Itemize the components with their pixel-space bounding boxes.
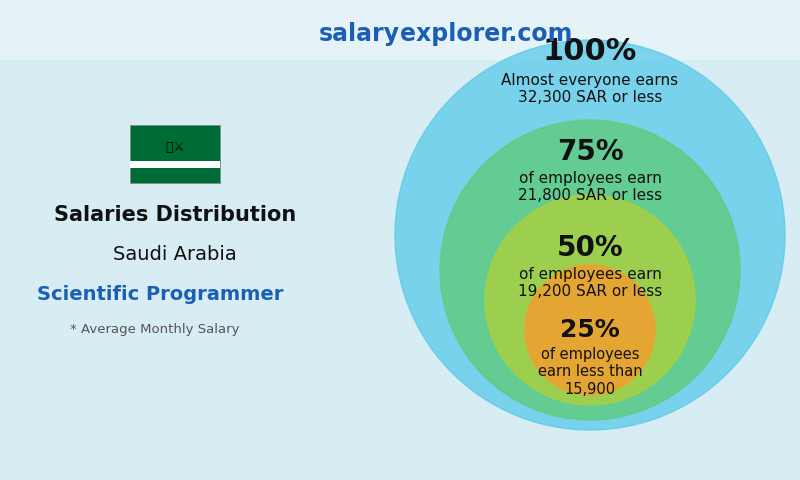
Text: explorer.com: explorer.com (400, 22, 572, 46)
Circle shape (485, 195, 695, 405)
Text: 25%: 25% (560, 318, 620, 342)
Text: 50%: 50% (557, 234, 623, 262)
Text: salary: salary (319, 22, 400, 46)
Text: 🌿⚔️: 🌿⚔️ (166, 141, 184, 154)
Text: * Average Monthly Salary: * Average Monthly Salary (70, 324, 240, 336)
Text: of employees earn: of employees earn (518, 266, 662, 281)
Text: of employees: of employees (541, 348, 639, 362)
FancyBboxPatch shape (0, 0, 800, 60)
Text: 75%: 75% (557, 138, 623, 166)
Text: 32,300 SAR or less: 32,300 SAR or less (518, 91, 662, 106)
Text: 21,800 SAR or less: 21,800 SAR or less (518, 189, 662, 204)
Circle shape (525, 265, 655, 395)
Circle shape (395, 40, 785, 430)
Text: 15,900: 15,900 (565, 382, 615, 396)
Text: of employees earn: of employees earn (518, 170, 662, 185)
FancyBboxPatch shape (130, 125, 220, 183)
Circle shape (440, 120, 740, 420)
Text: earn less than: earn less than (538, 364, 642, 380)
FancyBboxPatch shape (130, 161, 220, 168)
Text: Saudi Arabia: Saudi Arabia (113, 245, 237, 264)
Text: 19,200 SAR or less: 19,200 SAR or less (518, 285, 662, 300)
Text: 100%: 100% (543, 37, 637, 67)
Text: Salaries Distribution: Salaries Distribution (54, 205, 296, 225)
Text: Scientific Programmer: Scientific Programmer (37, 286, 283, 304)
Text: Almost everyone earns: Almost everyone earns (502, 72, 678, 87)
